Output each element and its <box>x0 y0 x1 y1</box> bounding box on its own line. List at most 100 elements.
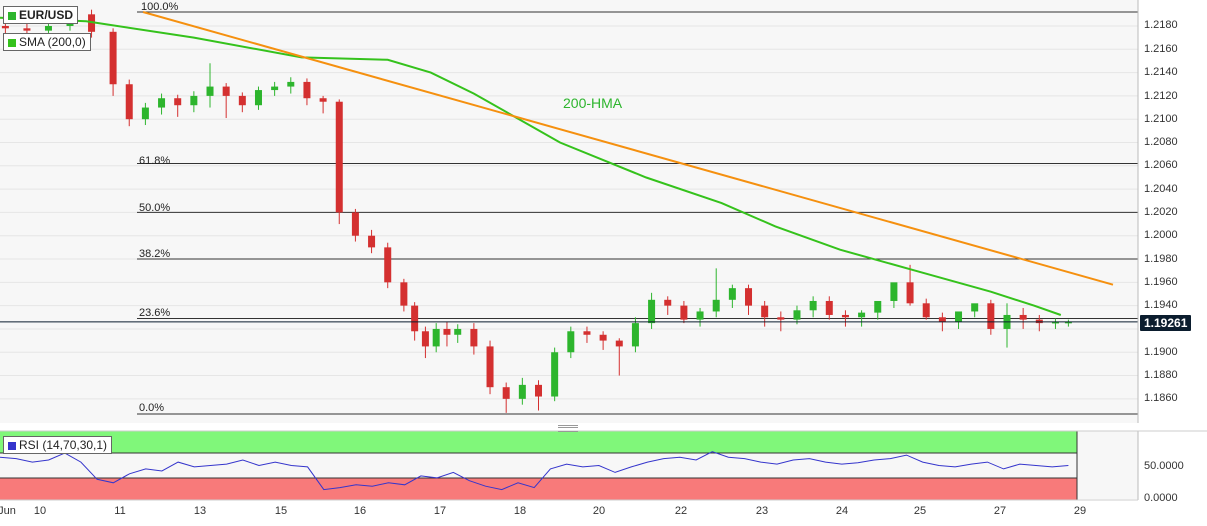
x-tick: Jun <box>0 505 16 517</box>
candle-body <box>158 98 166 108</box>
candle-body <box>44 25 52 31</box>
x-tick: 15 <box>274 505 288 517</box>
candle-body <box>745 288 753 306</box>
candle-body <box>987 303 995 329</box>
x-tick: 11 <box>114 505 126 517</box>
y-tick: 1.2140 <box>1144 66 1178 78</box>
rsi-y-tick: 50.0000 <box>1144 460 1184 472</box>
candle-body <box>712 299 720 312</box>
sma-legend[interactable]: SMA (200,0) <box>3 33 91 51</box>
candle-body <box>583 331 591 335</box>
fibonacci-levels <box>137 11 1138 415</box>
rsi-legend[interactable]: RSI (14,70,30,1) <box>3 436 113 454</box>
candle-body <box>351 212 359 236</box>
fib-label: 61.8% <box>139 155 171 167</box>
candle-body <box>174 98 182 106</box>
candle-body <box>680 305 688 320</box>
y-tick: 1.2080 <box>1144 136 1178 148</box>
fib-label: 100.0% <box>141 1 179 13</box>
candle-body <box>874 300 882 313</box>
candle-body <box>535 384 542 397</box>
candle-body <box>648 299 656 324</box>
fib-label: 0.0% <box>139 402 165 414</box>
y-tick: 1.1860 <box>1144 392 1178 404</box>
candle-body <box>728 288 736 300</box>
y-tick: 1.1900 <box>1144 346 1178 358</box>
x-tick: 23 <box>755 505 769 517</box>
rsi-color-swatch <box>8 441 16 450</box>
rsi-line <box>0 451 1069 491</box>
candle-body <box>222 86 230 96</box>
price-pane-background <box>0 0 1138 423</box>
candle-body <box>502 387 510 399</box>
candle-body <box>125 84 133 120</box>
candle-body <box>400 282 408 306</box>
candle-body <box>906 282 914 304</box>
y-tick: 1.2120 <box>1144 90 1178 102</box>
price-axis-background <box>1138 0 1207 423</box>
candle-body <box>1 25 9 29</box>
candle-body <box>761 305 769 318</box>
candle-body <box>271 86 279 91</box>
candle-body <box>486 346 494 388</box>
candle-body <box>254 90 262 106</box>
y-tick: 1.2100 <box>1144 113 1178 125</box>
candle-body <box>470 328 478 347</box>
symbol-legend[interactable]: EUR/USD <box>3 6 79 24</box>
rsi-oversold-zone <box>0 478 1077 500</box>
candle-body <box>443 328 451 335</box>
candle-body <box>206 86 214 96</box>
rsi-label: RSI (14,70,30,1) <box>19 438 108 452</box>
candle-body <box>890 282 898 301</box>
candle-body <box>777 317 785 320</box>
x-tick: 20 <box>592 505 606 517</box>
candle-body <box>809 300 817 311</box>
x-tick: 16 <box>353 505 367 517</box>
candle-body <box>287 81 295 87</box>
candle-body <box>411 305 419 332</box>
candle-body <box>696 311 704 320</box>
candle-body <box>793 310 801 320</box>
symbol-label: EUR/USD <box>19 8 74 22</box>
fib-label: 50.0% <box>139 202 171 214</box>
candle-body <box>955 311 963 322</box>
y-tick: 1.1940 <box>1144 299 1178 311</box>
candle-body <box>518 384 526 399</box>
candle-body <box>841 314 849 318</box>
pane-resize-handle[interactable] <box>558 425 578 432</box>
hma-annotation: 200-HMA <box>563 95 623 111</box>
candle-body <box>615 340 623 347</box>
fib-label: 23.6% <box>139 307 171 319</box>
candle-body <box>551 352 559 397</box>
candle-body <box>1064 321 1072 324</box>
candle-body <box>421 331 429 347</box>
x-tick: 13 <box>193 505 207 517</box>
up-color-swatch <box>8 11 16 20</box>
candle-body <box>971 303 979 312</box>
sma-label: SMA (200,0) <box>19 35 86 49</box>
candle-body <box>858 312 866 318</box>
trendline <box>142 11 1114 286</box>
candle-body <box>238 95 246 106</box>
candle-body <box>1051 321 1059 324</box>
rsi-axis-background <box>1138 431 1207 499</box>
hma-200-line <box>0 16 1062 316</box>
candle-body <box>825 300 833 315</box>
candle-body <box>109 31 117 85</box>
x-tick: 18 <box>513 505 527 517</box>
rsi-overbought-zone <box>0 431 1077 453</box>
x-tick: 22 <box>674 505 688 517</box>
candle-body <box>664 299 672 306</box>
x-tick: 24 <box>835 505 849 517</box>
candle-body <box>335 101 343 213</box>
fib-label: 38.2% <box>139 248 171 260</box>
sma-color-swatch <box>8 38 16 47</box>
candle-body <box>432 328 440 347</box>
candle-body <box>368 235 376 248</box>
y-tick: 1.1980 <box>1144 253 1178 265</box>
x-tick: 17 <box>433 505 447 517</box>
x-tick: 25 <box>913 505 927 517</box>
candle-body <box>938 317 946 322</box>
y-tick: 1.2160 <box>1144 43 1178 55</box>
